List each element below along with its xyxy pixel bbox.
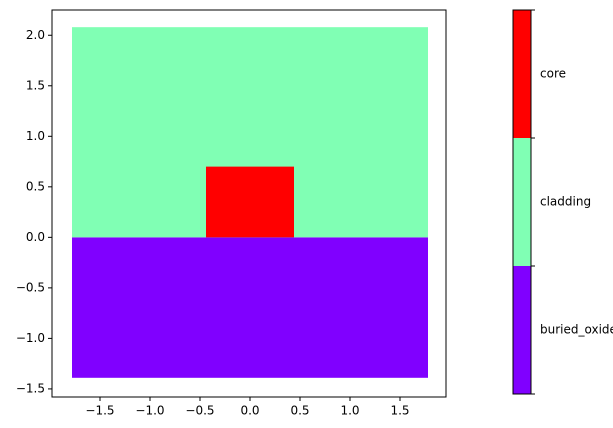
colorbar-label: buried_oxide xyxy=(540,323,613,337)
y-tick-label: 1.0 xyxy=(26,129,45,143)
x-tick-label: 0.0 xyxy=(240,404,259,418)
x-tick-label: 1.0 xyxy=(340,404,359,418)
colorbar-segment xyxy=(513,10,531,138)
x-tick-label: −1.0 xyxy=(135,404,164,418)
y-tick-label: −1.5 xyxy=(16,381,45,395)
x-tick-label: −0.5 xyxy=(185,404,214,418)
x-tick-label: 0.5 xyxy=(290,404,309,418)
y-tick-label: 2.0 xyxy=(26,28,45,42)
y-tick-label: 1.5 xyxy=(26,78,45,92)
x-tick-label: −1.5 xyxy=(85,404,114,418)
y-tick-label: 0.0 xyxy=(26,230,45,244)
y-tick-label: −1.0 xyxy=(16,331,45,345)
y-tick-label: −0.5 xyxy=(16,280,45,294)
colorbar-label: core xyxy=(540,67,566,81)
colorbar-segment xyxy=(513,138,531,266)
region xyxy=(206,166,294,238)
plot-frame xyxy=(51,9,447,398)
y-tick-label: 0.5 xyxy=(26,179,45,193)
colorbar-frame xyxy=(512,9,532,395)
x-tick-label: 1.5 xyxy=(390,404,409,418)
colorbar-segment xyxy=(513,266,531,394)
colorbar-label: cladding xyxy=(540,195,591,209)
region xyxy=(72,237,428,378)
